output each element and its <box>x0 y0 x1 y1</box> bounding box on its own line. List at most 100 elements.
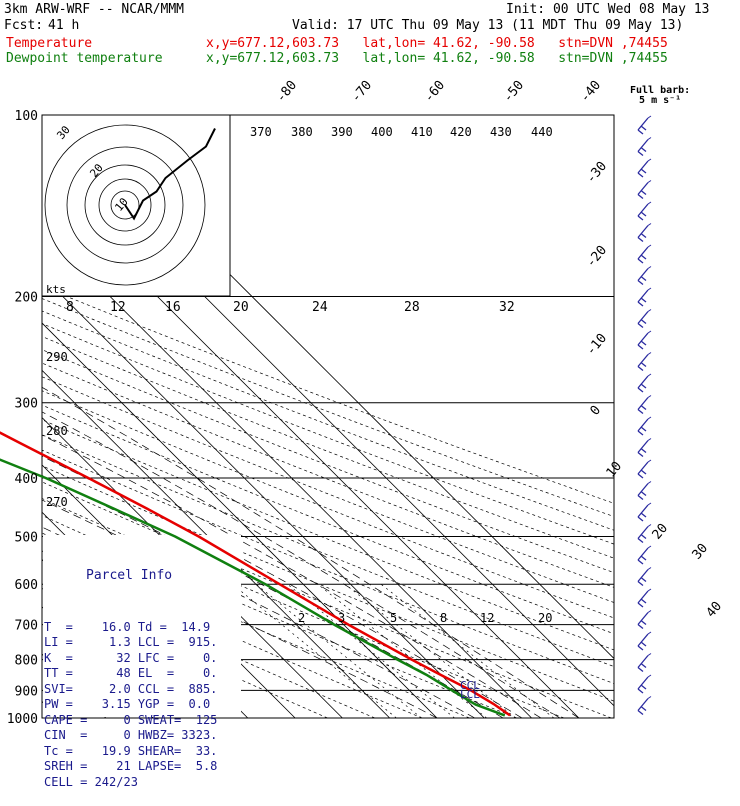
speed-scale-label: 12 <box>110 300 126 315</box>
hodograph-frame <box>41 114 231 297</box>
moist-adiabat <box>42 474 504 718</box>
hodograph-ring <box>110 190 140 220</box>
isotherm-line <box>42 275 485 718</box>
speed-scale-label: 8 <box>66 300 74 315</box>
dry-adiabat <box>42 336 614 559</box>
theta-label: 420 <box>450 125 472 139</box>
parcel-info-row: CIN = 0 HWBZ= 3323. <box>44 728 218 742</box>
hodograph-units: kts <box>46 283 66 296</box>
moist-adiabat <box>42 386 580 718</box>
wind-barb <box>637 309 652 329</box>
wind-barb <box>637 373 652 393</box>
isotherm-top-label: -50 <box>501 78 528 106</box>
barb-legend-line2: 5 m s⁻¹ <box>639 95 682 106</box>
parcel-info-rows: T = 16.0 Td = 14.9 LI = 1.3 LCL = 915. K =… <box>44 620 240 791</box>
speed-scale-label: 24 <box>312 300 328 315</box>
wind-barb <box>637 631 652 651</box>
theta-label: 400 <box>371 125 393 139</box>
pressure-label: 800 <box>15 654 38 669</box>
theta-left-label: 290 <box>46 350 68 364</box>
mixing-ratio-label: 8 <box>440 611 447 625</box>
parcel-info-row: LI = 1.3 LCL = 915. <box>44 635 218 649</box>
barb-legend-line1: Full barb: <box>630 85 691 96</box>
parcel-box-background <box>43 535 241 717</box>
parcel-info-row: T = 16.0 Td = 14.9 <box>44 619 211 634</box>
wind-barb <box>637 223 652 243</box>
speed-scale-label: 32 <box>499 300 515 315</box>
barb-legend: Full barb: 5 m s⁻¹ <box>630 86 690 106</box>
isotherm-right-label: -20 <box>584 243 611 271</box>
parcel-info-row: K = 32 LFC = 0. <box>44 650 218 665</box>
wind-barb <box>637 330 652 350</box>
wind-barb <box>637 416 652 436</box>
dewpoint-trace <box>0 458 506 717</box>
wind-barb <box>637 137 652 157</box>
parcel-info-row: CAPE = 0 SWEAT= 125 <box>44 712 218 727</box>
isotherm-top-label: -60 <box>422 78 449 106</box>
hodograph-ring <box>98 178 152 232</box>
parcel-info-title: Parcel Info <box>86 568 173 583</box>
pressure-label: 300 <box>15 397 38 412</box>
pressure-label: 900 <box>15 684 38 699</box>
mixing-ratio-label: 2 <box>298 611 305 625</box>
theta-label: 410 <box>411 125 433 139</box>
isotherm-top-label: -40 <box>578 78 605 106</box>
hodograph-ring <box>84 164 166 246</box>
moist-adiabat <box>42 434 542 718</box>
dewpoint-legend: Dewpoint temperature <box>6 51 163 66</box>
parcel-info-row: PW = 3.15 YGP = 0.0 <box>44 697 211 711</box>
init-time: Init: 00 UTC Wed 08 May 13 <box>506 2 710 17</box>
hodograph-trace <box>124 128 216 221</box>
wind-barb <box>637 266 652 286</box>
isotherm-top-label: -70 <box>349 78 376 106</box>
isotherm-top-label: -80 <box>274 78 301 106</box>
wind-barb <box>637 545 652 565</box>
isotherm-right-label: 40 <box>704 599 726 621</box>
wind-barb <box>637 438 652 458</box>
model-title: 3km ARW-WRF -- NCAR/MMM <box>4 2 185 17</box>
dry-adiabat <box>42 434 614 667</box>
speed-scale-label: 28 <box>404 300 420 315</box>
isotherm-line <box>0 115 11 718</box>
dewpoint-location: x,y=677.12,603.73 lat,lon= 41.62, -90.58… <box>206 51 668 66</box>
wind-barb <box>637 158 652 178</box>
theta-label: 390 <box>331 125 353 139</box>
isotherm-right-label: 0 <box>588 403 605 419</box>
sounding-traces <box>0 431 511 717</box>
dry-adiabat <box>42 419 614 651</box>
pressure-label: 200 <box>15 291 38 306</box>
wind-barb <box>637 115 652 135</box>
theta-label: 440 <box>531 125 553 139</box>
lcl-label: LCL <box>460 688 480 701</box>
parcel-info-row: CELL = 242/23 <box>44 774 138 789</box>
mixing-ratio-label: 20 <box>538 611 552 625</box>
temperature-trace <box>0 431 511 717</box>
wind-barb <box>637 524 652 544</box>
isotherm-right-label: 20 <box>650 521 672 543</box>
dry-adiabat <box>42 349 614 574</box>
wind-barb <box>637 610 652 630</box>
wind-barb <box>637 502 652 522</box>
theta-left-label: 270 <box>46 495 68 509</box>
parcel-info-panel: Parcel Info T = 16.0 Td = 14.9 LI = 1.3 L… <box>44 537 240 806</box>
dry-adiabat <box>42 298 614 517</box>
moist-adiabat <box>42 411 561 718</box>
theta-label: 430 <box>490 125 512 139</box>
pressure-label: 500 <box>15 530 38 545</box>
temperature-legend: Temperature <box>6 36 93 51</box>
speed-scale-label: 16 <box>165 300 181 315</box>
wind-barb <box>637 287 652 307</box>
wind-barb <box>637 567 652 587</box>
plot-frame <box>41 114 615 719</box>
parcel-info-row: Tc = 19.9 SHEAR= 33. <box>44 743 218 758</box>
hodograph-ring <box>44 124 206 286</box>
pressure-label: 700 <box>15 619 38 634</box>
wind-barb <box>637 588 652 608</box>
parcel-info-row: SVI= 2.0 CCL = 885. <box>44 681 218 696</box>
theta-label: 370 <box>250 125 272 139</box>
mixing-ratio-label: 3 <box>338 611 345 625</box>
wind-barb <box>637 180 652 200</box>
